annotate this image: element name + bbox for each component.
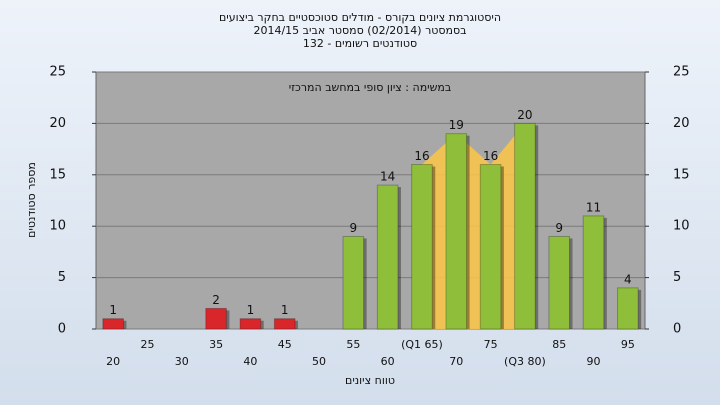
- bar: [514, 122, 536, 330]
- bar: [548, 235, 571, 330]
- y-tick-label: 5: [58, 270, 66, 285]
- bar: [445, 133, 468, 330]
- bar-side: [295, 320, 299, 329]
- subtitle: במשימה : ציון סופי במחשב המרכזי: [289, 81, 452, 94]
- bar: [205, 307, 227, 330]
- bar-side: [466, 135, 470, 329]
- x-tick-label: 25: [140, 338, 154, 351]
- data-label: 11: [586, 200, 601, 214]
- bar: [411, 164, 433, 330]
- bar-side: [569, 238, 573, 329]
- title-line: בסמסטר (02/2014) סמסטר אביב 2014/15: [253, 24, 466, 37]
- x-tick-label: 35: [209, 338, 223, 351]
- x-tick-label: 45: [278, 338, 292, 351]
- y-tick-label: 10: [49, 219, 66, 234]
- bar-side: [638, 289, 642, 329]
- data-label: 1: [281, 303, 289, 317]
- title-line: היסטוגרמת ציונים בקורס - מודלים סטוכסטיי…: [219, 11, 501, 24]
- x-tick-label: 90: [587, 355, 601, 368]
- data-label: 2: [212, 293, 220, 307]
- bar: [342, 235, 365, 330]
- bar: [582, 215, 605, 330]
- x-tick-label: 85: [552, 338, 566, 351]
- data-label: 4: [624, 272, 632, 286]
- data-label: 14: [380, 170, 395, 184]
- bar: [617, 287, 639, 330]
- data-label: 9: [350, 221, 358, 235]
- x-tick-label: 50: [312, 355, 326, 368]
- x-tick-label: 30: [175, 355, 189, 368]
- bar: [273, 318, 296, 330]
- bar-side: [363, 238, 367, 329]
- data-label: 9: [555, 221, 563, 235]
- y-tick-label: 15: [49, 167, 66, 182]
- bar-side: [535, 125, 539, 330]
- data-label: 19: [449, 118, 464, 132]
- y2-tick-label: 0: [673, 322, 681, 337]
- data-label: 20: [517, 108, 532, 122]
- y2-tick-label: 5: [673, 270, 681, 285]
- x-tick-label: 95: [621, 338, 635, 351]
- bar-side: [603, 217, 607, 329]
- y-tick-label: 25: [49, 65, 66, 80]
- y2-tick-label: 10: [673, 219, 690, 234]
- y-tick-label: 20: [49, 116, 66, 131]
- bar: [376, 184, 399, 330]
- y2-tick-label: 15: [673, 167, 690, 182]
- x-tick-label: 60: [381, 355, 395, 368]
- x-tick-label: (Q1 65): [401, 338, 443, 351]
- x-axis-label: טווח ציונים: [345, 374, 395, 387]
- title-line: סטודנטים רשומים - 132: [303, 37, 417, 50]
- x-tick-label: 55: [346, 338, 360, 351]
- bar-side: [226, 310, 230, 329]
- x-tick-label: 20: [106, 355, 120, 368]
- data-label: 16: [414, 149, 429, 163]
- bar-side: [432, 166, 436, 329]
- x-tick-label: (Q3 80): [504, 355, 546, 368]
- data-label: 1: [247, 303, 255, 317]
- bar: [102, 318, 124, 330]
- bar-side: [260, 320, 264, 329]
- x-tick-label: 75: [484, 338, 498, 351]
- bar-side: [500, 166, 504, 329]
- data-label: 1: [109, 303, 117, 317]
- x-tick-label: 40: [243, 355, 257, 368]
- bar-side: [123, 320, 127, 329]
- bar: [239, 318, 262, 330]
- y2-tick-label: 20: [673, 116, 690, 131]
- interquartile-area: [421, 123, 525, 330]
- bar-side: [397, 187, 401, 329]
- data-label: 16: [483, 149, 498, 163]
- y-axis-label: מספר סטודנטים: [25, 162, 38, 238]
- bar: [479, 164, 502, 330]
- y2-tick-label: 25: [673, 65, 690, 80]
- y-tick-label: 0: [58, 322, 66, 337]
- x-tick-label: 70: [449, 355, 463, 368]
